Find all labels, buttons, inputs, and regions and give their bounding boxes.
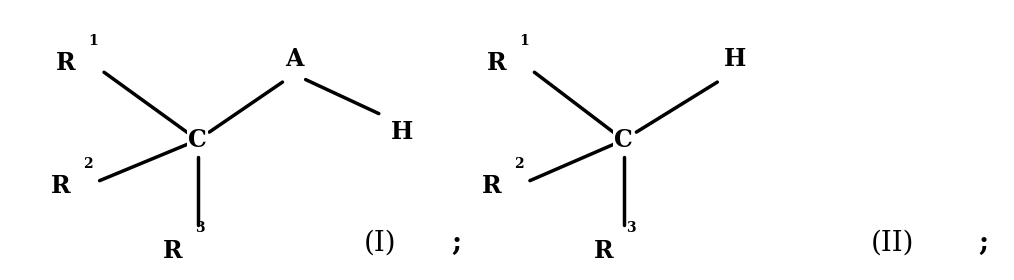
Text: H: H (391, 120, 414, 144)
Text: A: A (285, 47, 303, 71)
Text: C: C (189, 128, 207, 152)
Text: R: R (51, 174, 71, 198)
Text: ;: ; (979, 230, 989, 257)
Text: 2: 2 (514, 157, 523, 171)
Text: 2: 2 (83, 157, 92, 171)
Text: R: R (162, 239, 183, 263)
Text: ;: ; (451, 230, 461, 257)
Text: 3: 3 (626, 221, 635, 235)
Text: (II): (II) (871, 230, 914, 257)
Text: 3: 3 (195, 221, 204, 235)
Text: R: R (482, 174, 502, 198)
Text: (I): (I) (364, 230, 396, 257)
Text: 1: 1 (88, 34, 98, 48)
Text: H: H (724, 47, 746, 71)
Text: R: R (56, 51, 76, 75)
Text: C: C (614, 128, 633, 152)
Text: 1: 1 (519, 34, 529, 48)
Text: R: R (487, 51, 507, 75)
Text: R: R (593, 239, 613, 263)
